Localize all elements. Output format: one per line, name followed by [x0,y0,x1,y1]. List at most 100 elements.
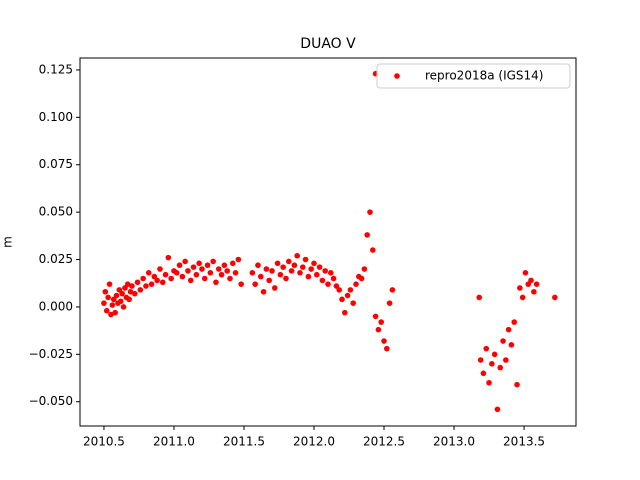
data-point [381,338,387,344]
data-point [370,247,376,253]
data-point [109,302,116,308]
data-point [299,264,306,270]
data-point [336,287,343,293]
data-point [224,268,230,274]
data-point [384,345,390,352]
data-point [134,279,141,286]
data-point [350,300,357,306]
y-tick-label: 0.100 [39,110,73,124]
data-point [145,270,152,276]
y-tick-label: −0.025 [29,347,73,361]
data-point [330,275,337,282]
legend-marker [394,73,400,79]
data-point [344,292,351,299]
data-point [127,288,134,295]
data-point [552,294,558,301]
y-tick-label: 0.025 [39,252,73,266]
data-point [277,271,284,278]
data-point [375,326,382,333]
data-point [255,262,261,269]
data-point [112,309,118,316]
data-point [229,260,236,267]
data-point [533,281,540,287]
data-point [257,273,264,280]
data-point [531,288,537,295]
data-point [497,364,504,371]
data-point [148,281,155,287]
data-point [260,288,267,295]
data-point [162,271,169,278]
data-point [500,338,506,344]
data-point [157,266,163,272]
data-point [271,285,278,291]
data-point [294,252,300,259]
data-point [210,258,216,265]
data-point [528,277,534,284]
data-point [274,260,281,267]
data-point [514,381,520,388]
data-point [367,209,373,215]
x-tick-label: 2010.5 [83,435,125,449]
plot-frame [79,57,577,427]
data-point [328,270,334,276]
data-point [182,258,188,265]
data-point [319,277,326,284]
x-tick-label: 2012.5 [363,435,405,449]
data-point [101,300,107,306]
data-point [266,277,272,284]
data-point [291,262,298,269]
data-point [196,260,202,267]
data-point [522,270,529,276]
data-point [140,275,146,282]
data-point [311,260,317,267]
data-point [207,270,214,276]
data-point [339,296,345,303]
y-axis-label: m [1,236,15,248]
data-point [173,270,180,276]
data-point [232,270,239,276]
data-point [120,304,127,310]
x-tick-label: 2013.5 [503,435,545,449]
y-tick-label: 0.075 [39,157,73,171]
data-point [297,270,303,276]
data-point [322,268,328,274]
data-point [361,266,368,272]
data-point [124,281,131,287]
data-point [353,281,359,287]
data-point [143,283,149,289]
data-point [137,287,144,293]
data-point [154,277,160,284]
y-tick-label: 0.125 [39,62,73,76]
data-point [511,319,518,325]
data-point [252,281,258,287]
data-point [476,294,483,301]
data-point [269,268,275,274]
data-point [347,287,354,293]
data-point [288,268,295,274]
data-point [263,266,270,272]
data-point [503,357,509,363]
data-point [302,256,309,263]
data-point [305,273,312,280]
data-point [364,232,371,238]
data-point [508,342,515,348]
data-point [185,268,191,274]
data-point [199,266,205,272]
data-point [480,370,487,377]
data-point [325,281,331,287]
data-point [187,277,194,284]
data-point [283,275,289,282]
data-point [190,264,197,270]
data-point [308,266,314,272]
data-point [218,271,225,278]
data-point [179,273,186,280]
data-point [519,294,526,301]
data-point [491,351,498,358]
data-point [235,256,242,263]
data-point [204,262,211,269]
data-point [227,275,233,282]
data-point [238,281,244,287]
data-point [389,287,396,293]
x-tick-label: 2011.0 [153,435,195,449]
